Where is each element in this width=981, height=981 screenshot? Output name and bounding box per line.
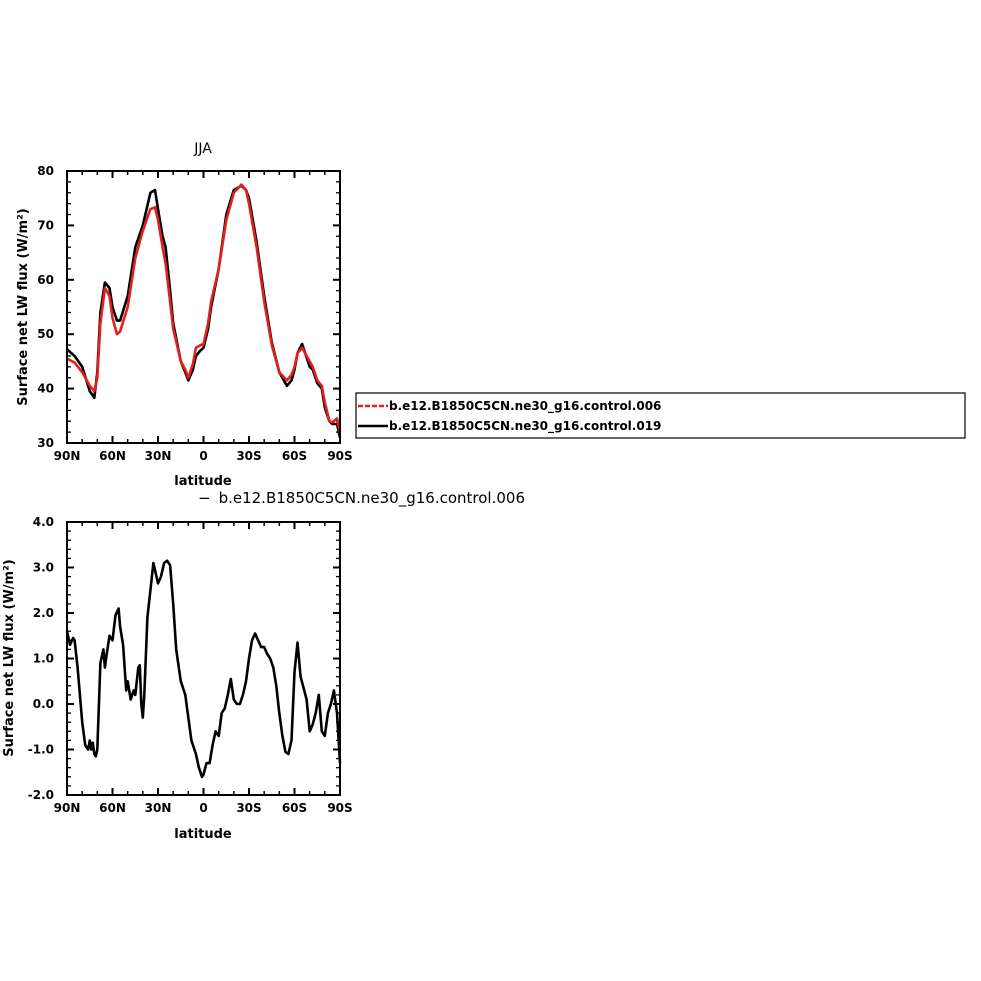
x-tick-label: 90S [327, 449, 352, 463]
x-tick-label: 60S [282, 801, 307, 815]
legend: b.e12.B1850C5CN.ne30_g16.control.006 b.e… [355, 392, 966, 439]
legend-box [355, 392, 966, 439]
bottom-plot-title-text: b.e12.B1850C5CN.ne30_g16.control.006 [219, 489, 525, 508]
bottom-plot-title: − b.e12.B1850C5CN.ne30_g16.control.006 [198, 489, 525, 508]
top-plot-title: JJA [193, 141, 212, 157]
x-tick-label: 0 [199, 801, 207, 815]
y-tick-label: 60 [37, 273, 54, 287]
y-tick-label: 3.0 [33, 561, 54, 575]
x-tick-label: 0 [199, 449, 207, 463]
top-plot: JJA 90N 60N 30N 0 30S 60S 90S 30 40 50 60 70 80 lati… [16, 141, 353, 489]
x-tick-label: 60N [99, 449, 126, 463]
y-tick-label: 2.0 [33, 606, 54, 620]
legend-label-control-006: b.e12.B1850C5CN.ne30_g16.control.006 [389, 399, 661, 414]
bottom-plot-ylabel: Surface net LW flux (W/m²) [2, 559, 17, 756]
y-tick-label: -1.0 [28, 743, 54, 757]
series-line-006 [66, 183, 342, 433]
y-tick-label: 70 [37, 218, 54, 232]
y-tick-label: 80 [37, 164, 54, 178]
x-tick-label: 90N [54, 801, 81, 815]
x-tick-label: 30N [145, 801, 172, 815]
top-plot-ylabel: Surface net LW flux (W/m²) [16, 208, 31, 405]
x-tick-label: 60S [282, 449, 307, 463]
x-tick-label: 30N [145, 449, 172, 463]
bottom-plot-title-prefix: − [198, 489, 211, 507]
x-tick-label: 60N [99, 801, 126, 815]
y-tick-label: 40 [37, 382, 54, 396]
bottom-plot: − b.e12.B1850C5CN.ne30_g16.control.006 90… [2, 489, 525, 842]
top-plot-ticks: 90N 60N 30N 0 30S 60S 90S 30 40 50 60 70 80 [37, 164, 352, 463]
y-tick-label: 30 [37, 436, 54, 450]
x-tick-label: 90N [54, 449, 81, 463]
x-tick-label: 90S [327, 801, 352, 815]
y-tick-label: 4.0 [33, 515, 54, 529]
bottom-plot-series [65, 559, 342, 779]
top-plot-frame [66, 170, 341, 444]
x-tick-label: 30S [236, 449, 261, 463]
legend-label-control-019: b.e12.B1850C5CN.ne30_g16.control.019 [389, 419, 661, 434]
x-tick-label: 30S [236, 801, 261, 815]
bottom-plot-frame [66, 521, 341, 796]
y-tick-label: 0.0 [33, 697, 54, 711]
y-tick-label: 50 [37, 327, 54, 341]
top-plot-series [66, 183, 342, 438]
series-line-006 [65, 559, 342, 779]
y-tick-label: 1.0 [33, 652, 54, 666]
series-line-019 [66, 184, 342, 438]
top-plot-xlabel: latitude [174, 474, 232, 489]
bottom-plot-ylabel-clip: Surface net LW flux (W/m²) [2, 559, 17, 756]
y-tick-label: -2.0 [28, 788, 54, 802]
bottom-plot-xlabel: latitude [174, 827, 232, 842]
